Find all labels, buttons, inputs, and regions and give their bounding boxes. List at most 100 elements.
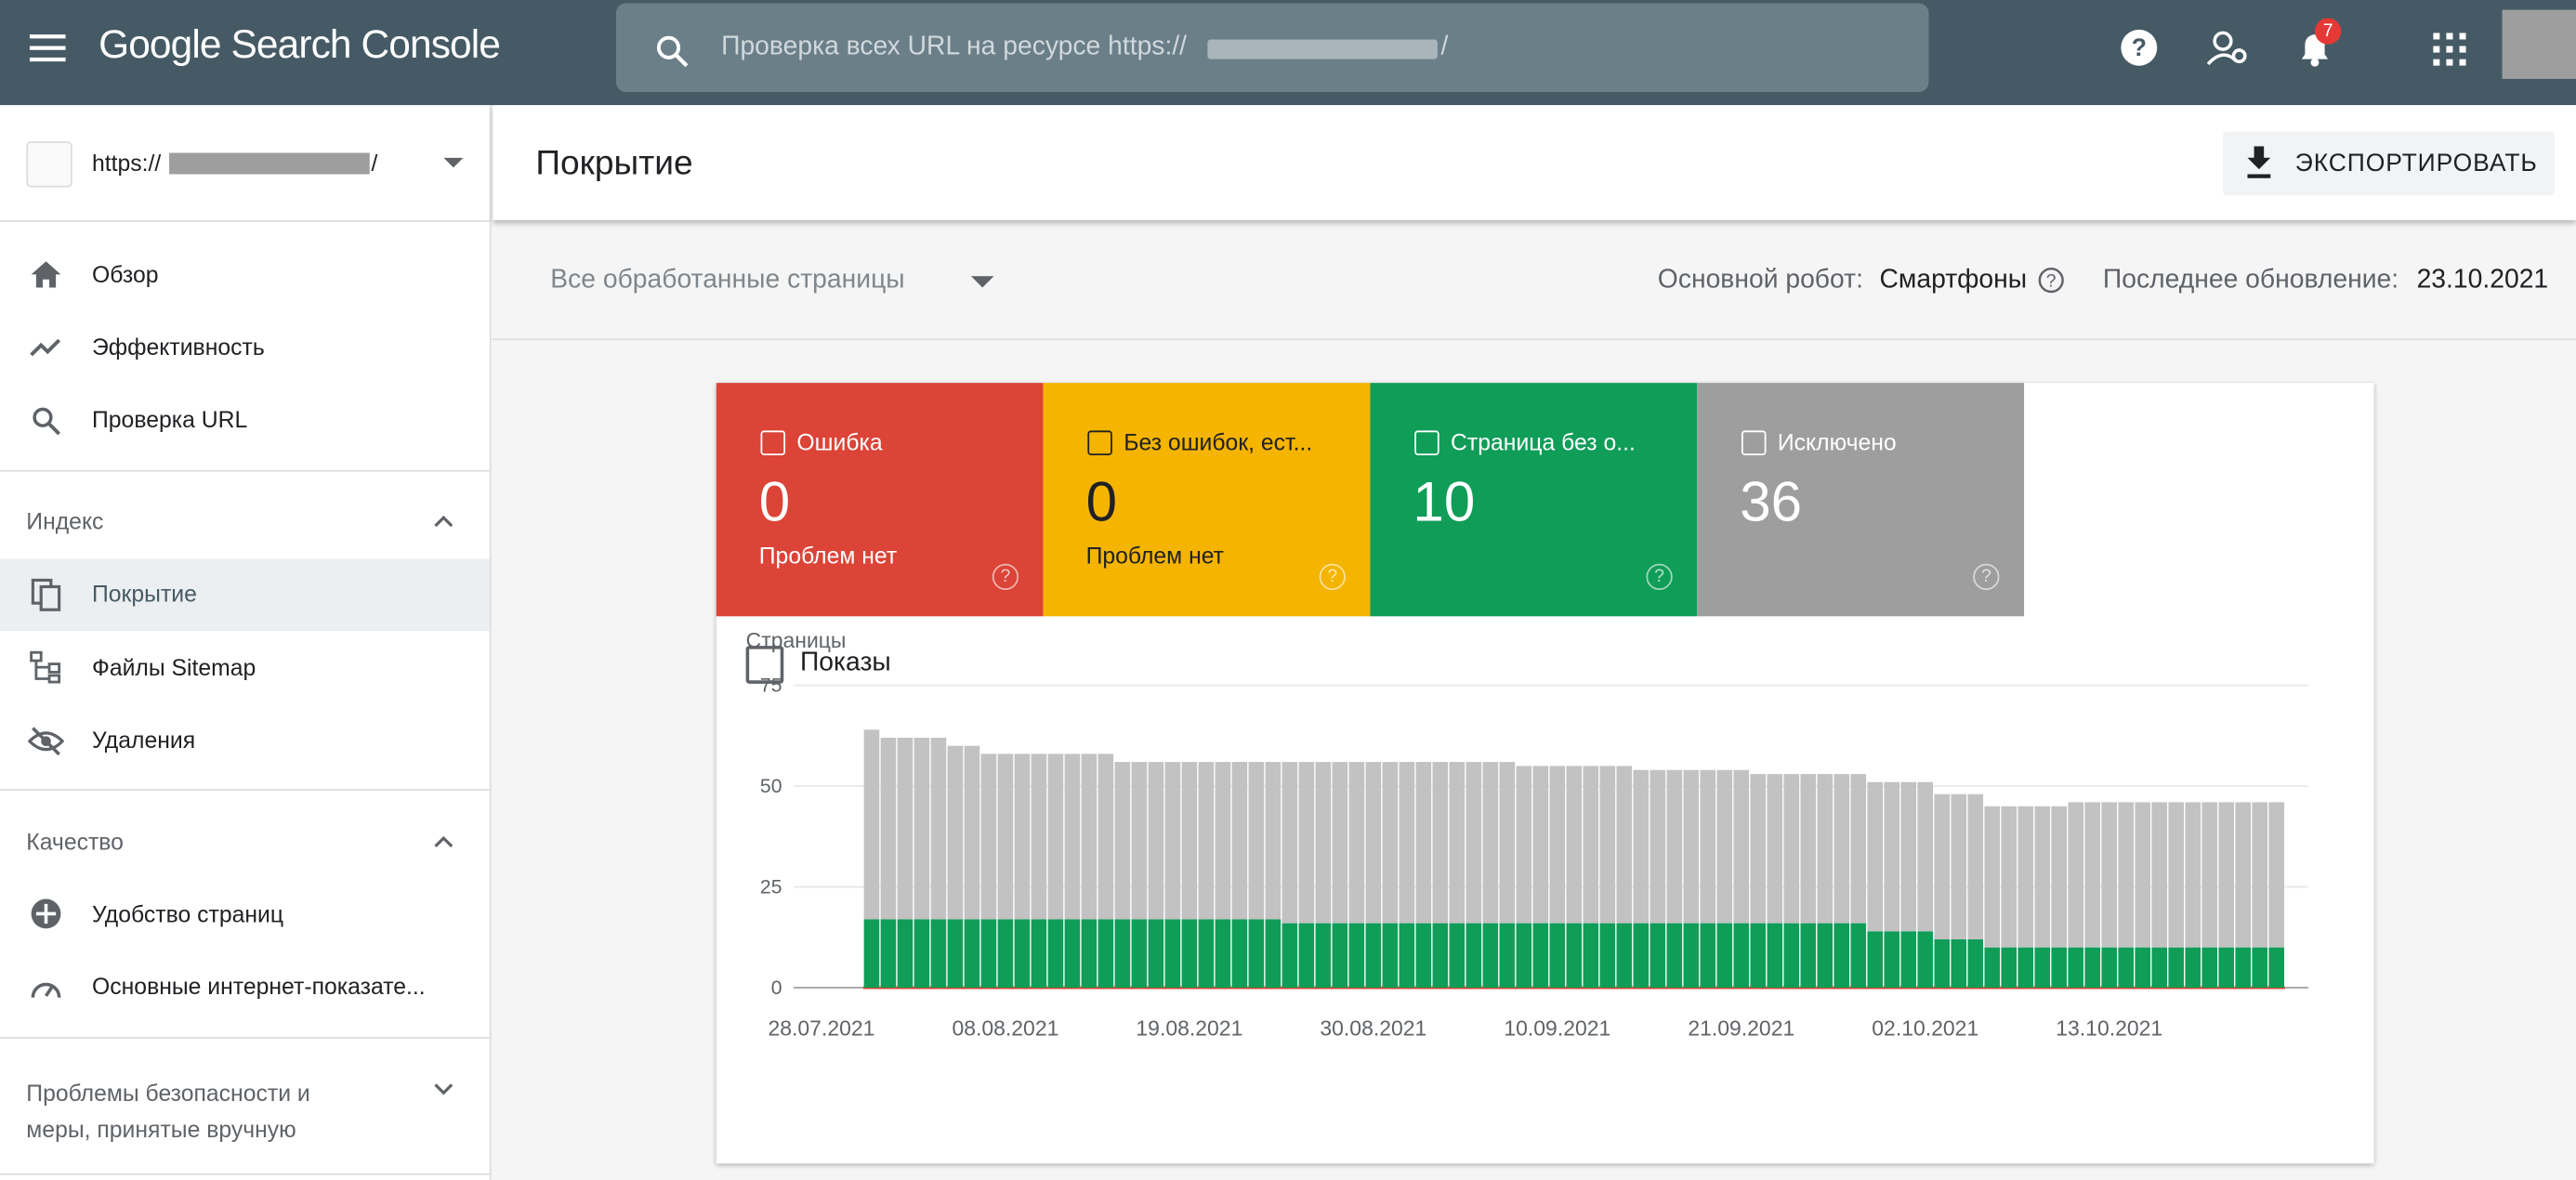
card-checkbox[interactable] [760, 430, 786, 455]
avatar[interactable] [2502, 9, 2576, 79]
property-dropdown[interactable] [443, 157, 464, 169]
bar-segment [1081, 754, 1097, 920]
bar-segment [2101, 947, 2118, 989]
bar-segment [2151, 947, 2168, 989]
bar-segment [1633, 769, 1649, 924]
bar-segment [880, 738, 897, 920]
card-help[interactable]: ? [1646, 563, 1673, 590]
export-button[interactable]: ЭКСПОРТИРОВАТЬ [2222, 131, 2556, 196]
bar-segment [1649, 769, 1666, 924]
bar-segment [897, 738, 913, 920]
bar-segment [1499, 923, 1516, 989]
nav-item[interactable]: Покрытие [92, 580, 197, 607]
card-help[interactable]: ? [992, 563, 1019, 590]
bar-segment [947, 745, 964, 920]
bar-segment [2235, 802, 2252, 948]
bar-segment [1215, 919, 1231, 989]
bar-segment [1566, 766, 1583, 924]
card-subtitle: Проблем нет [758, 542, 898, 570]
menu-button[interactable] [29, 33, 66, 62]
divider [0, 220, 490, 222]
bar-segment [1599, 923, 1616, 989]
page-header: Покрытие ЭКСПОРТИРОВАТЬ [493, 105, 2576, 221]
bar-segment [2017, 806, 2034, 948]
status-card[interactable]: Ошибка 0 Проблем нет? [716, 383, 1044, 617]
apps-button[interactable] [2433, 33, 2466, 66]
collapse-icon[interactable] [434, 835, 453, 848]
search-icon [656, 35, 689, 68]
impressions-label[interactable]: Показы [799, 649, 891, 677]
nav-item[interactable]: Файлы Sitemap [92, 653, 256, 681]
status-card[interactable]: Страница без о... 10? [1370, 383, 1698, 617]
help-button[interactable]: ? [2120, 28, 2159, 67]
section-title[interactable]: Индекс [26, 507, 104, 534]
bar-segment [1097, 754, 1114, 920]
help-icon[interactable]: ? [2037, 267, 2065, 295]
nav-item[interactable]: Проверка URL [92, 405, 248, 433]
bar-segment [1298, 762, 1315, 924]
bar-segment [2218, 802, 2235, 948]
card-checkbox[interactable] [1414, 430, 1439, 455]
y-axis-label: Страницы [746, 628, 847, 652]
filter-dropdown[interactable]: Все обработанные страницы [550, 266, 905, 295]
bar-segment [2168, 947, 2185, 989]
nav-item[interactable]: Обзор [92, 261, 159, 288]
bar-segment [2185, 947, 2201, 989]
impressions-checkbox[interactable] [745, 646, 784, 684]
bar-segment [1315, 923, 1332, 989]
bar-segment [1666, 923, 1683, 989]
bar-segment [1833, 774, 1850, 924]
bar-segment [1817, 923, 1833, 989]
bar-segment [964, 745, 980, 920]
bar-segment [1566, 923, 1583, 989]
property-prefix[interactable]: https:// [92, 149, 162, 177]
bar-segment [2034, 806, 2051, 948]
bar-segment [1833, 923, 1850, 989]
card-label: Страница без о... [1451, 428, 1636, 455]
search-box[interactable]: Проверка всех URL на ресурсе https:// / [615, 3, 1929, 93]
dropdown-arrow[interactable] [970, 276, 994, 289]
x-tick-label: 30.08.2021 [1320, 1016, 1426, 1040]
bar-segment [1800, 923, 1817, 989]
settings-button[interactable] [2206, 28, 2249, 67]
bar-segment [2268, 802, 2285, 948]
x-tick-label: 21.09.2021 [1688, 1016, 1794, 1040]
status-card[interactable]: Без ошибок, ест... 0 Проблем нет? [1043, 383, 1371, 617]
card-checkbox[interactable] [1087, 430, 1112, 455]
card-label: Исключено [1777, 428, 1897, 455]
status-card[interactable]: Исключено 36? [1697, 383, 2025, 617]
icon [31, 982, 61, 998]
nav-item[interactable]: Удобство страниц [92, 900, 284, 927]
section-title[interactable]: Проблемы безопасности и меры, принятые в… [26, 1080, 310, 1143]
nav-item[interactable]: Удаления [92, 726, 196, 754]
bar-segment [1850, 923, 1867, 989]
card-checkbox[interactable] [1741, 430, 1767, 455]
bar-segment [1549, 766, 1566, 924]
card-help[interactable]: ? [1319, 563, 1346, 590]
bar-segment [2118, 947, 2135, 989]
bar-segment [1465, 923, 1482, 989]
bar-segment [1649, 923, 1666, 989]
bar-segment [1014, 754, 1031, 920]
bar-segment [1131, 919, 1148, 989]
nav-item[interactable]: Эффективность [92, 334, 265, 361]
bar-segment [1265, 762, 1281, 920]
card-help[interactable]: ? [1973, 563, 2000, 590]
bar-segment [1265, 919, 1281, 989]
bar-segment [1666, 769, 1683, 924]
bar-segment [1783, 923, 1800, 989]
bar-segment [1917, 931, 1934, 989]
nav-item[interactable]: Основные интернет-показате... [92, 973, 426, 1000]
bar-segment [1248, 919, 1265, 989]
nav-item-active [0, 558, 490, 632]
section-title[interactable]: Качество [26, 828, 124, 855]
card-value: 0 [758, 471, 791, 534]
divider [0, 469, 490, 472]
bar-segment [1047, 754, 1064, 920]
product-name[interactable]: Google Search Console [99, 22, 501, 68]
collapse-icon[interactable] [434, 515, 453, 528]
expand-icon[interactable] [434, 1083, 453, 1096]
bar-segment [1599, 766, 1616, 924]
page-title: Покрытие [535, 144, 693, 183]
